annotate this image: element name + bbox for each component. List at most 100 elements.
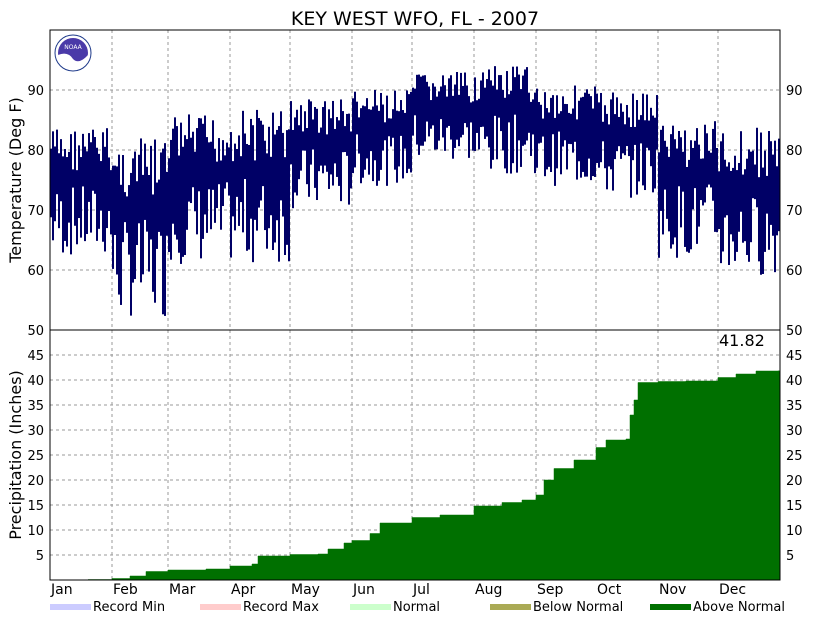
temperature-bar — [124, 192, 126, 223]
temperature-bar — [266, 153, 268, 249]
temperature-bar — [572, 108, 574, 153]
temperature-bar — [344, 126, 346, 153]
legend-item: Record Max — [200, 598, 319, 616]
temperature-bar — [748, 149, 750, 262]
temperature-bar — [370, 109, 372, 152]
temperature-bar — [424, 75, 426, 142]
temperature-bar — [706, 133, 708, 188]
temperature-bar — [598, 102, 600, 168]
temperature-bar — [658, 152, 660, 258]
temperature-bar — [294, 117, 296, 193]
temperature-bar — [556, 95, 558, 169]
temperature-bar — [440, 86, 442, 120]
temperature-bar — [476, 100, 478, 133]
temperature-bar — [562, 96, 564, 147]
temperature-bar — [228, 147, 230, 196]
precipitation-tick-left: 25 — [27, 449, 44, 464]
temperature-bar — [360, 108, 362, 184]
temperature-bar — [654, 117, 656, 189]
temperature-bar — [174, 117, 176, 235]
temperature-bar — [508, 94, 510, 123]
temperature-bar — [102, 132, 104, 242]
temperature-bar — [144, 143, 146, 220]
temperature-bar — [754, 164, 756, 200]
temperature-bar — [396, 110, 398, 183]
temperature-bar — [222, 140, 224, 207]
temperature-bar — [514, 77, 516, 115]
temperature-bar — [52, 131, 54, 241]
temperature-bar — [218, 138, 220, 185]
temperature-bar — [120, 184, 122, 305]
temperature-tick-right: 80 — [786, 144, 803, 159]
temperature-bar — [696, 128, 698, 244]
temperature-bar — [686, 166, 688, 252]
temperature-bar — [720, 141, 722, 264]
precipitation-tick-left: 10 — [27, 524, 44, 539]
temperature-bar — [336, 117, 338, 177]
temperature-bar — [458, 94, 460, 147]
temperature-bar — [194, 151, 196, 212]
month-label-oct: Oct — [597, 582, 622, 598]
temperature-bar — [660, 129, 662, 211]
temperature-bar — [82, 133, 84, 187]
temperature-bar — [170, 139, 172, 260]
temperature-bar — [268, 126, 270, 229]
temperature-bar — [582, 96, 584, 172]
temperature-bar — [546, 108, 548, 170]
temperature-bar — [510, 90, 512, 174]
legend-swatch — [350, 604, 391, 610]
temperature-bar — [142, 174, 144, 275]
temperature-bar — [168, 158, 170, 252]
temperature-bar — [184, 135, 186, 256]
temperature-bar — [366, 98, 368, 159]
legend-item: Above Normal — [650, 598, 785, 616]
temperature-bar — [404, 112, 406, 149]
month-label-aug: Aug — [475, 582, 502, 598]
temperature-bar — [212, 120, 214, 190]
temperature-bar — [88, 133, 90, 202]
legend-label: Above Normal — [693, 599, 785, 615]
temperature-bar — [80, 157, 82, 238]
temperature-bar — [292, 129, 294, 209]
temperature-bar — [258, 118, 260, 208]
temperature-bar — [586, 89, 588, 177]
temperature-bar — [116, 166, 118, 275]
temperature-bar — [234, 143, 236, 231]
temperature-bar — [638, 119, 640, 182]
temperature-bar — [238, 135, 240, 226]
temperature-bar — [606, 113, 608, 190]
temperature-bar — [698, 144, 700, 227]
chart-title: KEY WEST WFO, FL - 2007 — [291, 8, 539, 30]
precipitation-tick-right: 45 — [786, 349, 803, 364]
temperature-bar — [554, 117, 556, 186]
temperature-bar — [756, 127, 758, 208]
temperature-bar — [526, 67, 528, 141]
temperature-bar — [204, 115, 206, 215]
temperature-tick-right: 90 — [786, 84, 803, 99]
temperature-bar — [622, 111, 624, 154]
precipitation-tick-right: 35 — [786, 399, 803, 414]
temperature-bar — [520, 89, 522, 167]
month-label-mar: Mar — [169, 582, 196, 598]
temperature-bar — [196, 128, 198, 235]
temperature-bar — [592, 108, 594, 177]
temperature-bar — [778, 138, 780, 232]
precipitation-tick-left: 35 — [27, 399, 44, 414]
temperature-bar — [240, 156, 242, 203]
temperature-bar — [304, 111, 306, 151]
temperature-bar — [714, 121, 716, 232]
temperature-bar — [96, 147, 98, 241]
temperature-bar — [376, 105, 378, 186]
temperature-bar — [314, 107, 316, 188]
precipitation-tick-right: 50 — [786, 324, 803, 339]
temperature-bar — [150, 145, 152, 240]
temperature-bar — [330, 118, 332, 175]
temperature-bar — [758, 177, 760, 262]
temperature-bar — [494, 66, 496, 116]
temperature-bar — [460, 72, 462, 138]
temperature-bar — [60, 139, 62, 202]
temperature-bar — [566, 104, 568, 170]
temperature-bar — [206, 137, 208, 233]
temperature-bar — [226, 142, 228, 183]
precipitation-panel-frame — [49, 329, 781, 581]
